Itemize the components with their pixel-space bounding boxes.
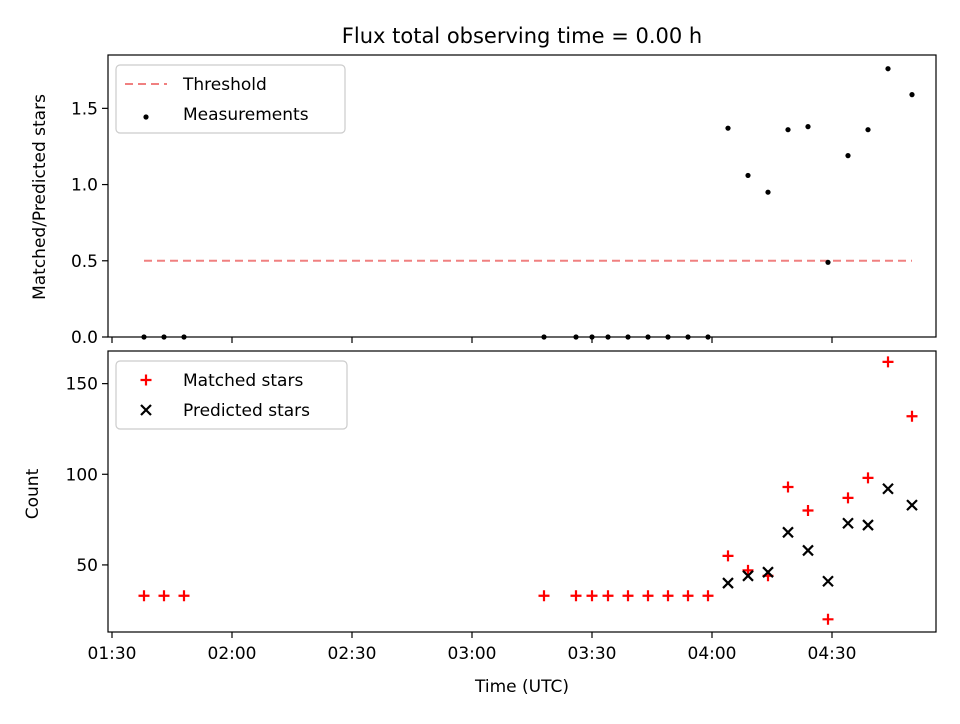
y-tick-label: 1.0 [71, 176, 98, 196]
y-tick-label: 150 [66, 375, 98, 395]
y-tick-label: 50 [76, 556, 98, 576]
legend-key-predicted [140, 404, 152, 416]
matched-star-point [802, 505, 814, 517]
x-tick-label: 03:30 [568, 644, 617, 664]
y-tick-label: 1.5 [71, 99, 98, 119]
y-axis-label-count: Count [23, 468, 43, 519]
matched-star-point [722, 550, 734, 562]
x-tick-label: 01:30 [88, 644, 137, 664]
measurement-point [765, 189, 771, 195]
predicted-star-point [802, 544, 814, 557]
measurement-point [865, 127, 871, 133]
chart-title: Flux total observing time = 0.00 h [342, 24, 702, 48]
measurement-point [725, 125, 731, 131]
predicted-star-point [822, 575, 834, 588]
y-tick-label: 0.0 [71, 328, 98, 348]
legend-label: Threshold [182, 75, 267, 95]
predicted-star-point [722, 577, 734, 589]
matched-star-point [586, 590, 598, 602]
x-tick-label: 03:00 [448, 644, 497, 664]
matched-star-point [178, 590, 190, 602]
x-tick-label: 02:30 [328, 644, 377, 664]
measurement-point [745, 172, 751, 179]
predicted-star-point [782, 526, 794, 539]
matched-star-point [862, 472, 874, 484]
matched-star-point [682, 590, 694, 602]
matched-star-point [538, 590, 550, 602]
plot-layer: 0.0 0.5 1.0 1.5 Threshold Measurements 50 100 15… [66, 54, 937, 664]
x-axis-label: Time (UTC) [474, 677, 569, 697]
predicted-star-point [882, 483, 894, 495]
matched-star-point [882, 356, 894, 368]
legend-label: Predicted stars [183, 401, 310, 421]
legend-box [115, 360, 348, 430]
matched-star-point [662, 590, 674, 602]
plot-frame-count [107, 350, 937, 633]
predicted-star-point [842, 517, 854, 530]
matched-star-point [906, 410, 918, 422]
measurement-point [785, 127, 791, 133]
matched-star-point [602, 590, 614, 602]
measurement-point [805, 124, 811, 130]
y-axis-label-ratio: Matched/Predicted stars [30, 94, 50, 300]
y-tick-label: 100 [66, 465, 98, 485]
plot-frame-ratio [107, 54, 937, 338]
legend-key-measurements [143, 114, 149, 120]
legend-key-matched [140, 374, 152, 386]
predicted-star-point [862, 519, 874, 531]
x-tick-label: 02:00 [208, 644, 257, 664]
measurement-point [825, 259, 831, 265]
measurement-point [845, 153, 851, 159]
matched-star-point [842, 492, 854, 504]
predicted-star-point [742, 570, 754, 582]
matched-star-point [742, 564, 754, 576]
x-tick-label: 04:00 [688, 644, 737, 664]
predicted-star-point [762, 566, 774, 578]
matched-star-point [822, 613, 834, 625]
legend-label: Measurements [183, 105, 309, 125]
y-tick-label: 0.5 [71, 252, 98, 272]
measurement-point [909, 92, 915, 98]
matched-star-point [702, 590, 714, 602]
matched-star-point [782, 481, 794, 493]
matched-star-point [622, 590, 634, 602]
matched-star-point [158, 590, 170, 602]
legend-box [115, 64, 346, 134]
measurement-point [885, 66, 891, 72]
predicted-star-point [906, 499, 918, 511]
matched-star-point [642, 590, 654, 602]
matched-star-point [138, 590, 150, 602]
legend-label: Matched stars [183, 371, 303, 391]
x-tick-label: 04:30 [808, 644, 857, 664]
matched-star-point [570, 590, 582, 602]
